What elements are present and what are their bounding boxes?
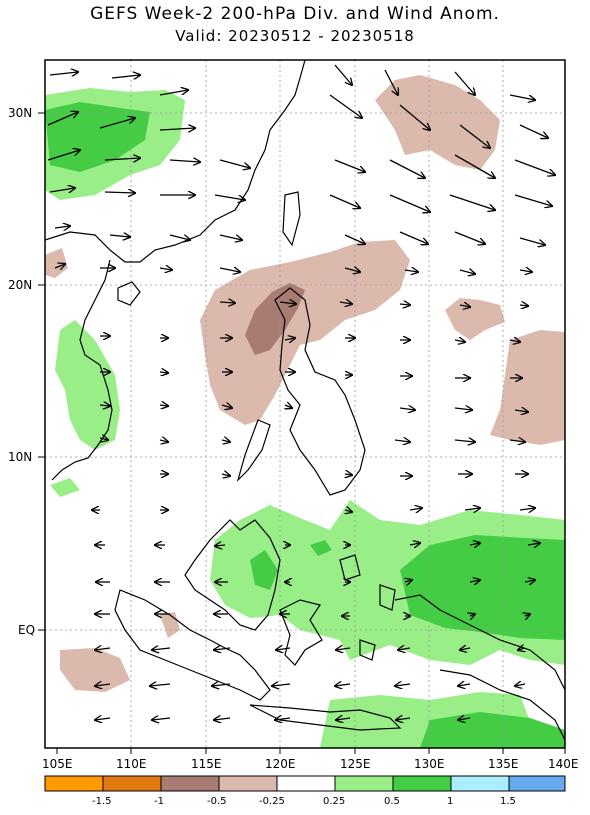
lon-label-125e: 125E [340,757,371,771]
lon-label-130e: 130E [414,757,445,771]
positive-divergence-regions [45,88,565,748]
lat-label-eq: EQ [18,623,35,637]
axis-ticks [38,112,566,754]
colorbar-swatch-1 [44,775,104,792]
lon-label-140e: 140E [548,757,579,771]
lon-label-135e: 135E [488,757,519,771]
colorbar [44,775,566,792]
colorbar-swatch-4 [218,775,278,792]
colorbar-swatch-6 [334,775,394,792]
colorbar-label-5: 0.25 [323,796,345,807]
map-frame [44,59,566,749]
map-title: GEFS Week-2 200-hPa Div. and Wind Anom. [90,4,500,24]
strong-positive-divergence-regions [45,102,565,748]
colorbar-label-8: 1.5 [500,796,516,807]
colorbar-label-3: -0.5 [207,796,227,807]
lat-label-10n: 10N [8,450,32,464]
coastlines [45,60,565,741]
colorbar-label-2: -1 [154,796,164,807]
colorbar-swatch-7 [392,775,452,792]
colorbar-swatch-9 [508,775,566,792]
colorbar-swatch-2 [102,775,162,792]
wind-vectors [47,64,555,720]
lon-label-115e: 115E [191,757,222,771]
colorbar-label-1: -1.5 [92,796,112,807]
map-subtitle: Valid: 20230512 - 20230518 [175,27,415,45]
colorbar-label-7: 1 [447,796,453,807]
colorbar-swatch-8 [450,775,510,792]
lat-label-30n: 30N [8,106,32,120]
lon-label-105e: 105E [42,757,73,771]
lat-label-20n: 20N [8,278,32,292]
lon-label-110e: 110E [116,757,147,771]
colorbar-swatch-3 [160,775,220,792]
convergence-regions [45,75,565,692]
colorbar-label-6: 0.5 [384,796,400,807]
colorbar-label-4: -0.25 [259,796,285,807]
lon-label-120e: 120E [265,757,296,771]
colorbar-swatch-5 [276,775,336,792]
